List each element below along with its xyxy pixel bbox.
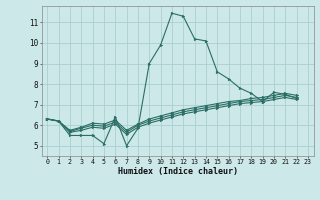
X-axis label: Humidex (Indice chaleur): Humidex (Indice chaleur) xyxy=(118,167,237,176)
